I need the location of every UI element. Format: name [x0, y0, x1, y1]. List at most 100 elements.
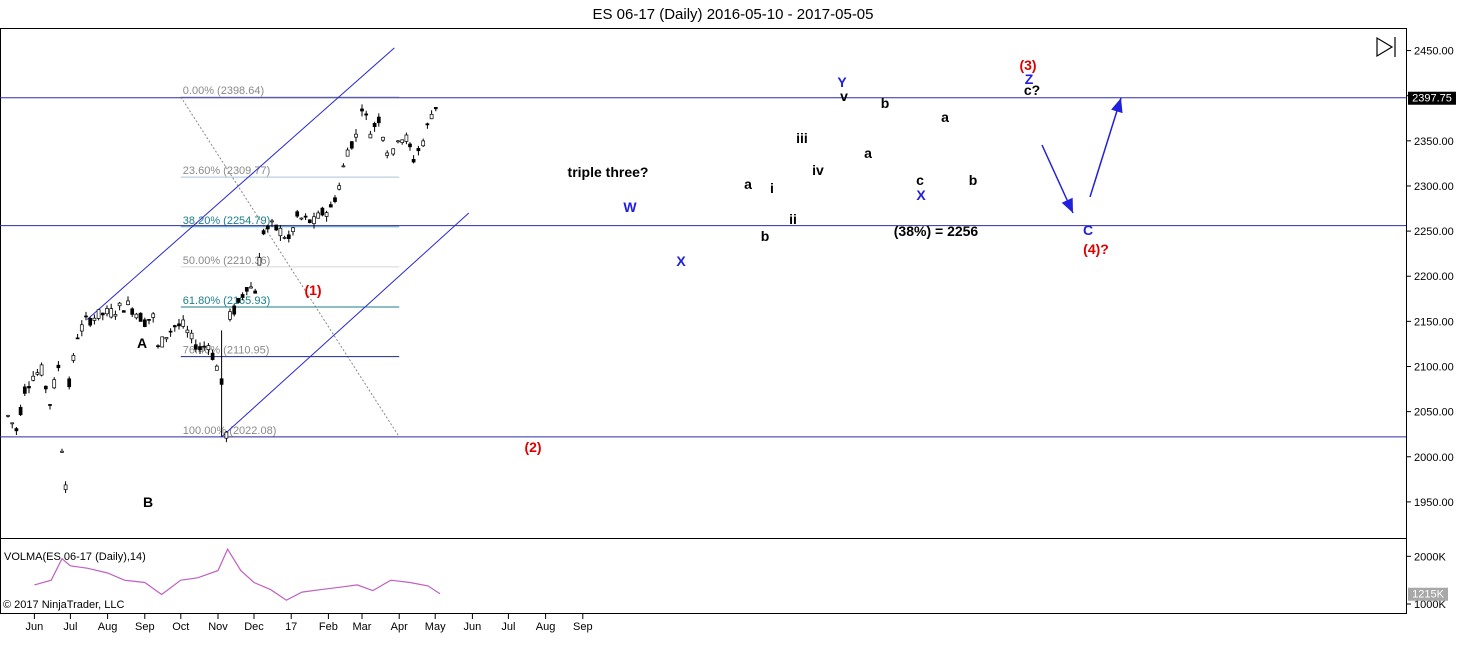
candle-body [337, 185, 342, 190]
fib-diagonal [180, 96, 400, 438]
candle-body [202, 345, 207, 348]
candle-body [88, 318, 93, 326]
price-tick-label: 2450.00 [1414, 46, 1454, 58]
candle-body [39, 364, 44, 376]
candle-body [316, 212, 321, 219]
candle-body [224, 431, 229, 439]
price-tick-label: 2000.00 [1414, 452, 1454, 464]
price-tick-label: 2100.00 [1414, 361, 1454, 373]
wave-label: b [761, 228, 770, 244]
candle-body [408, 143, 412, 148]
candle-body [333, 197, 337, 202]
candle-body [404, 134, 409, 142]
time-axis: Jun Jul Aug Sep Oct Nov Dec 17 Feb Mar Apr May Jun Ju… [26, 614, 593, 633]
fib-level-label: 0.00% (2398.64) [183, 85, 264, 97]
candle-body [22, 386, 27, 394]
candle-body [6, 415, 10, 417]
candle-body [240, 294, 245, 298]
candle-body [214, 365, 219, 371]
time-tick-label: May [425, 621, 446, 633]
candle-body [27, 386, 31, 389]
volma-last-badge [1408, 587, 1448, 601]
time-tick-label: Sep [135, 621, 155, 633]
candle-body [228, 311, 232, 320]
candle-body [109, 308, 114, 318]
chart-title: ES 06-17 (Daily) 2016-05-10 - 2017-05-05 [593, 6, 874, 23]
candle-body [219, 378, 224, 385]
wave-label: (1) [304, 282, 321, 298]
time-tick-label: Apr [391, 621, 408, 633]
candle-body [328, 204, 333, 208]
time-tick-label: Jul [63, 621, 77, 633]
wave-label: X [676, 253, 686, 269]
time-tick-label: Sep [573, 621, 593, 633]
candle-body [349, 141, 354, 149]
candle-body [425, 123, 430, 126]
upper-channel-line [86, 47, 395, 320]
time-tick-label: Jul [501, 621, 515, 633]
candle-body [372, 123, 377, 128]
wave-label: C [1083, 222, 1093, 238]
candle-body [396, 140, 400, 143]
time-tick-label: Feb [319, 621, 338, 633]
time-tick-label: Aug [536, 621, 556, 633]
candle-body [181, 319, 186, 327]
price-axis: 1950.00 2000.00 2050.00 2100.00 2150.00 2200.… [1406, 46, 1454, 509]
candle-body [14, 428, 19, 432]
candle-body [400, 139, 405, 143]
candle-body [31, 375, 36, 381]
candle-body [270, 220, 274, 223]
volma-line [34, 547, 441, 601]
wave-label: Z [1025, 71, 1034, 87]
candle-body [244, 287, 249, 292]
candle-body [67, 378, 72, 388]
candle-body [341, 165, 346, 168]
wave-label: i [770, 180, 774, 196]
time-tick-label: Mar [353, 621, 372, 633]
trend-channel [86, 47, 470, 438]
wave-label: iv [812, 162, 824, 178]
wave-label: iii [796, 130, 808, 146]
candle-body [416, 148, 421, 152]
wave-label: (2) [524, 439, 541, 455]
wave-label: a [864, 145, 872, 161]
candle-body [63, 484, 68, 490]
candle-body [253, 290, 258, 294]
wave-label: c? [1024, 82, 1040, 98]
candle-body [282, 237, 287, 239]
candle-body [75, 337, 80, 340]
candle-body [193, 344, 198, 350]
candle-body [177, 323, 181, 327]
candle-body [84, 315, 88, 318]
skip-to-end-icon[interactable] [1376, 36, 1396, 58]
wave-label: c [916, 172, 924, 188]
copyright: © 2017 NinjaTrader, LLC [3, 599, 124, 611]
wave-label: (3) [1019, 57, 1036, 73]
candle-body [312, 216, 316, 224]
price-tick-label: 2350.00 [1414, 136, 1454, 148]
candle-body [274, 224, 279, 231]
candle-body [324, 212, 329, 217]
chart-frame [0, 28, 1407, 614]
annotation: triple three? [568, 164, 649, 180]
candle-body [96, 309, 101, 319]
fib-level-label: 61.80% (2165.93) [183, 295, 270, 307]
candle-body [10, 422, 15, 425]
candle-body [43, 385, 48, 390]
candle-body [160, 336, 165, 348]
candle-body [411, 158, 416, 163]
candle-body [60, 450, 64, 453]
candle-body [286, 234, 291, 239]
price-tick-label: 2200.00 [1414, 271, 1454, 283]
candle-body [117, 302, 122, 307]
time-tick-label: 17 [285, 621, 297, 633]
volma-last-label: 1215K [1412, 589, 1444, 601]
candle-body [52, 379, 57, 389]
price-tick-label: 2300.00 [1414, 181, 1454, 193]
fib-level-label: 23.60% (2309.77) [183, 165, 270, 177]
candle-body [142, 319, 147, 327]
wave-label: W [623, 199, 637, 215]
candle-body [71, 355, 76, 361]
